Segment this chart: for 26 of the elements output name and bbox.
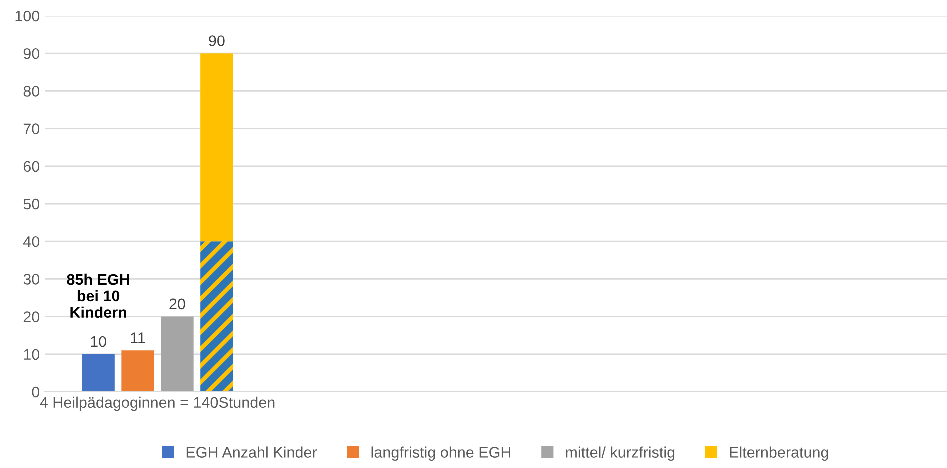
y-tick-label: 10 <box>24 349 40 360</box>
bar <box>122 350 154 392</box>
data-label: 90 <box>209 36 225 46</box>
y-tick-label: 50 <box>24 198 40 210</box>
y-tick-label: 90 <box>24 48 40 60</box>
data-label: 11 <box>131 332 146 344</box>
y-tick-label: 60 <box>24 161 40 172</box>
y-tick-label: 70 <box>24 124 40 134</box>
legend-label: EGH Anzahl Kinder <box>186 446 318 458</box>
y-tick-label: 100 <box>16 10 40 22</box>
y-tick-label: 40 <box>24 236 40 248</box>
x-tick-label: 4 Heilpädagoginnen = 140Stunden <box>40 396 275 412</box>
y-tick-label: 20 <box>24 312 40 322</box>
annotation: 85h EGH bei 10 Kindern <box>67 274 130 318</box>
bar <box>161 316 194 392</box>
data-label: 10 <box>91 336 106 348</box>
y-tick-label: 30 <box>24 274 40 285</box>
legend-label: langfristig ohne EGH <box>372 446 510 461</box>
legend-label: mittel/ kurzfristig <box>566 446 675 461</box>
legend-label: Elternberatung <box>730 446 828 461</box>
data-label: 20 <box>170 298 186 310</box>
bar <box>200 242 234 392</box>
bar <box>82 354 115 392</box>
y-tick-label: 80 <box>24 86 40 97</box>
y-tick-label: 0 <box>32 386 40 398</box>
bar <box>200 54 234 242</box>
